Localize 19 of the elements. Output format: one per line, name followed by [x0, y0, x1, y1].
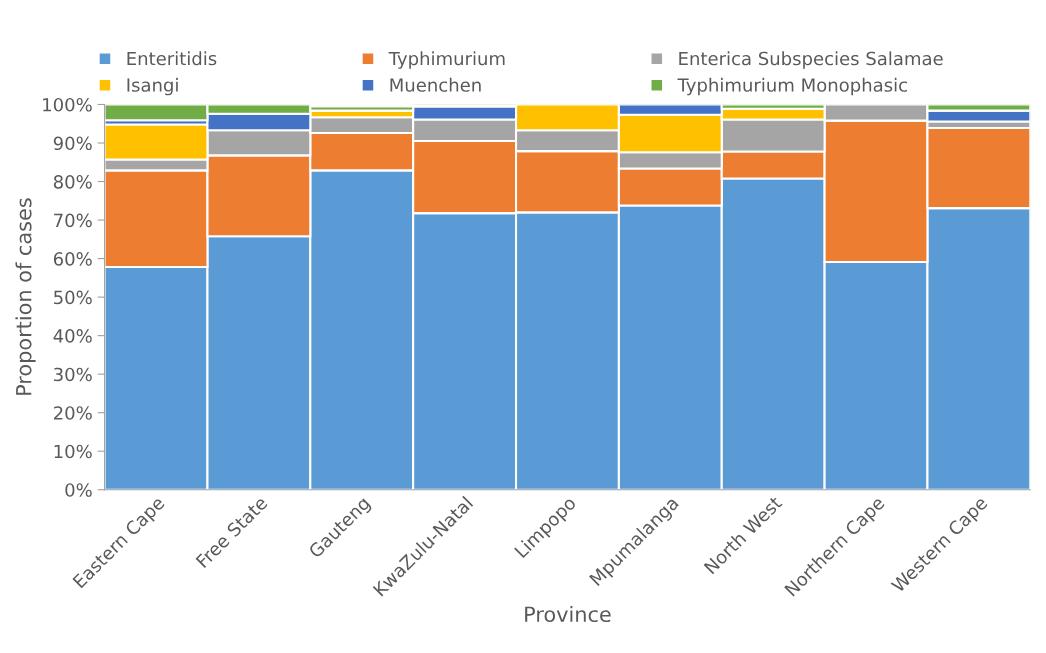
y-tick-label: 60%: [53, 252, 92, 266]
legend-label: Enteritidis: [127, 51, 217, 66]
y-tick-label: 0%: [65, 483, 92, 497]
x-axis-title: Province: [525, 605, 611, 623]
y-tick-label: 50%: [54, 290, 92, 305]
y-tick-label: 40%: [53, 329, 92, 343]
y-tick-label: 20%: [53, 406, 92, 420]
y-tick-label: 100%: [43, 97, 92, 112]
y-axis-title: Proportion of cases: [15, 198, 36, 395]
y-tick-label: 70%: [54, 213, 92, 228]
y-tick-label: 10%: [54, 444, 92, 459]
legend-label: Typhimurium: [388, 51, 505, 69]
legend-label: Enterica Subspecies Salamae: [679, 51, 943, 69]
legend-label: Isangi: [127, 77, 178, 96]
y-tick-label: 30%: [54, 367, 92, 382]
y-tick-label: 90%: [53, 136, 92, 151]
legend-label: Muenchen: [390, 77, 481, 92]
y-tick-label: 80%: [53, 174, 92, 189]
legend-label: Typhimurium Monophasic: [677, 77, 907, 96]
